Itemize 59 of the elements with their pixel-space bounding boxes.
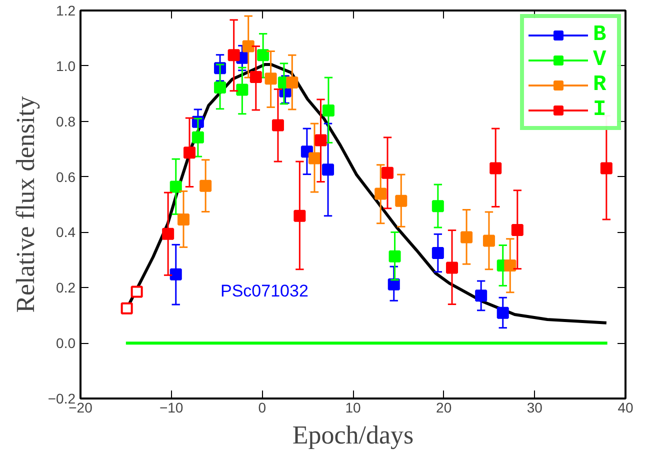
y-tick-label: 0.2 [56,280,76,296]
point [214,82,226,94]
point [382,166,394,179]
point [374,188,387,200]
x-tick-label: −10 [159,400,184,416]
point [432,200,444,212]
point [286,76,298,89]
point [264,72,277,85]
point [482,234,495,247]
point [504,259,516,272]
point [272,119,284,132]
point [432,247,444,259]
point [120,302,133,314]
point [322,164,334,176]
x-tick-label: 0 [258,400,266,416]
point [162,228,174,240]
point [388,278,400,290]
point [170,268,182,280]
point [242,40,254,52]
y-tick-label: 0.6 [56,168,76,185]
point [178,213,190,226]
point [322,104,334,117]
point [170,180,182,193]
legend-label: I [593,97,608,122]
point [490,162,502,174]
y-tick-label: 0.0 [56,335,76,352]
y-axis-title: Relative flux density [10,96,40,313]
point [600,162,612,174]
point [511,224,524,236]
x-tick-label: 40 [618,400,634,416]
annotation: PSc071032 [220,282,308,300]
x-tick-label: 10 [345,400,361,416]
x-tick-label: 20 [436,400,452,416]
point [200,180,212,192]
y-tick-label: 0.8 [56,113,76,130]
point [236,84,248,96]
point [446,262,458,274]
legend-label: R [593,72,608,97]
point [250,71,262,84]
legend-label: V [593,47,608,72]
point [294,210,306,222]
point [184,146,196,159]
x-axis-title: Epoch/days [292,420,414,450]
point [257,49,270,62]
point [460,231,473,244]
y-tick-label: 1.2 [56,2,76,18]
y-tick-label: 1.0 [56,58,76,74]
legend-label: B [593,22,608,47]
point [388,250,401,262]
point [395,194,408,207]
y-tick-label: 0.4 [56,224,76,240]
point [314,134,327,146]
point [130,286,143,298]
x-tick-label: 30 [526,400,543,416]
point [308,152,320,164]
point [228,49,240,62]
point [475,290,488,302]
point [192,131,204,144]
point [496,306,509,319]
